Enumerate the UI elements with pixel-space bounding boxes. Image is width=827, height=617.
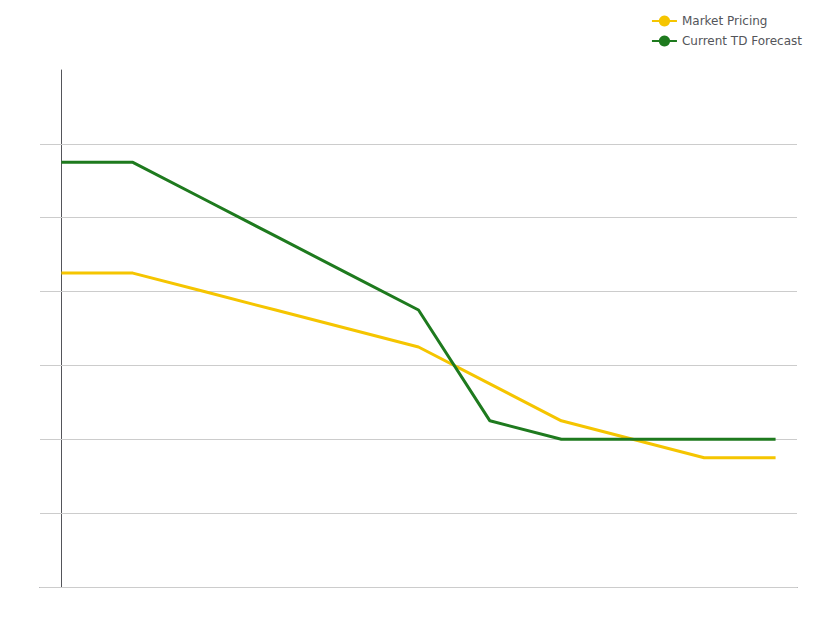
svg-text:Current TD Forecast: Current TD Forecast (682, 34, 802, 48)
svg-text:Market Pricing: Market Pricing (682, 14, 768, 28)
